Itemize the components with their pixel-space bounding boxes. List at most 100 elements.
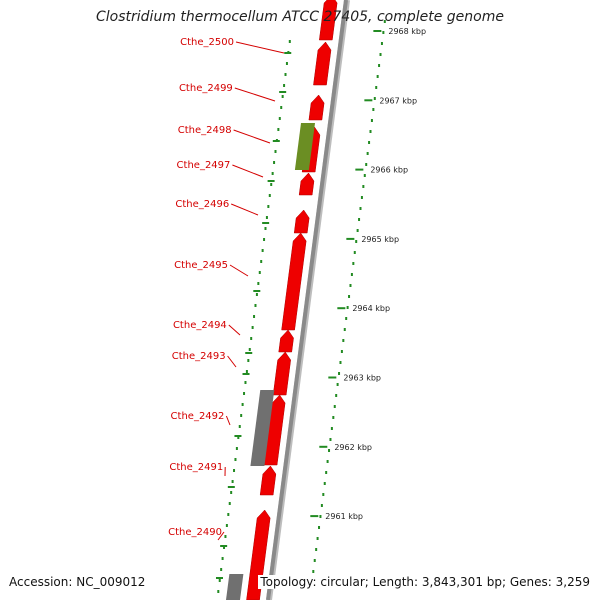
track-dash (267, 180, 275, 182)
scale-tick-label: 2963 kbp (343, 374, 381, 383)
track-dot (349, 284, 352, 287)
track-dot (336, 383, 339, 386)
gene-label: Cthe_2500 (180, 37, 234, 48)
track-dot (273, 161, 276, 164)
track-dot (329, 438, 332, 441)
track-dot (375, 86, 378, 89)
accession-text: Accession: NC_009012 (9, 575, 146, 589)
scale-tick (346, 237, 355, 240)
track-dot (365, 163, 368, 166)
track-dot (346, 306, 349, 309)
gene-arrow (259, 465, 277, 496)
track-dot (376, 75, 379, 78)
gene-block (250, 390, 275, 466)
scale-tick (373, 30, 382, 32)
track-dot (352, 262, 355, 265)
track-dot (325, 471, 328, 474)
gene-arrow (272, 351, 291, 396)
track-dot (265, 216, 268, 219)
scale-tick-label: 2965 kbp (361, 235, 399, 244)
track-dot (233, 469, 236, 472)
track-dot (362, 185, 365, 188)
track-dot (277, 128, 280, 131)
track-dot (241, 403, 244, 406)
gene-label-leaders (217, 41, 285, 541)
leader-line (233, 129, 271, 144)
leader-line (231, 203, 259, 216)
scale-ticks: 2968 kbp 2967 kbp 2966 kbp 2965 kbp 2964 kbp… (310, 27, 426, 521)
track-dash (215, 577, 223, 579)
gene-block (294, 123, 316, 170)
genome-backbone (266, 0, 350, 600)
track-dot (326, 460, 329, 463)
inner-dotted-track (215, 40, 292, 593)
track-dot (345, 317, 348, 320)
track-dash (284, 52, 292, 54)
track-dot (380, 42, 383, 45)
gene-label: Cthe_2495 (174, 260, 228, 271)
track-dash (279, 91, 287, 93)
track-dot (372, 108, 375, 111)
track-dot (225, 524, 228, 527)
track-dot (339, 361, 342, 364)
scale-tick-label: 2967 kbp (379, 96, 417, 105)
scale-tick (364, 99, 373, 102)
track-dot (247, 359, 250, 362)
track-dot (312, 570, 315, 573)
track-dot (221, 557, 224, 560)
track-dot (245, 370, 248, 373)
track-dot (350, 273, 353, 276)
track-dot (366, 152, 369, 155)
track-dot (340, 350, 343, 353)
track-dot (244, 381, 247, 384)
gene-arrow (313, 41, 332, 86)
gene-label: Cthe_2492 (171, 411, 225, 422)
track-dot (228, 502, 231, 505)
track-dot (319, 515, 322, 518)
track-dash (227, 486, 235, 488)
track-dot (281, 95, 284, 98)
track-dot (359, 207, 362, 210)
track-dot (353, 251, 356, 254)
track-dot (248, 348, 251, 351)
gene-arrow (281, 232, 307, 331)
gene-label: Cthe_2497 (177, 160, 231, 171)
track-dot (267, 205, 270, 208)
track-dot (322, 493, 325, 496)
track-dash (262, 222, 270, 224)
track-dot (368, 141, 371, 144)
track-dot (224, 535, 227, 538)
track-dot (369, 130, 372, 133)
scale-tick-label: 2968 kbp (388, 27, 426, 36)
gene-arrow (246, 509, 271, 600)
gene-features (226, 0, 338, 600)
track-dot (285, 62, 288, 65)
track-dot (360, 196, 363, 199)
gene-label: Cthe_2491 (169, 462, 223, 473)
scale-tick (355, 168, 364, 171)
track-dot (234, 458, 237, 461)
track-dot (243, 392, 246, 395)
track-dash (272, 140, 280, 142)
scale-tick (310, 515, 319, 518)
track-dot (274, 150, 277, 153)
track-dot (342, 339, 345, 342)
track-dot (220, 568, 223, 571)
track-dot (363, 174, 366, 177)
track-dot (264, 227, 267, 230)
track-dot (238, 425, 241, 428)
track-dot (227, 513, 230, 516)
track-dot (251, 326, 254, 329)
track-dot (378, 64, 381, 67)
leader-line (227, 355, 237, 368)
track-dot (333, 405, 336, 408)
track-dot (268, 194, 271, 197)
track-dot (348, 295, 351, 298)
track-dot (284, 73, 287, 76)
track-dot (240, 414, 243, 417)
gene-label: Cthe_2499 (179, 83, 233, 94)
track-dot (231, 480, 234, 483)
track-dot (288, 40, 291, 43)
gene-arrow (308, 94, 325, 121)
